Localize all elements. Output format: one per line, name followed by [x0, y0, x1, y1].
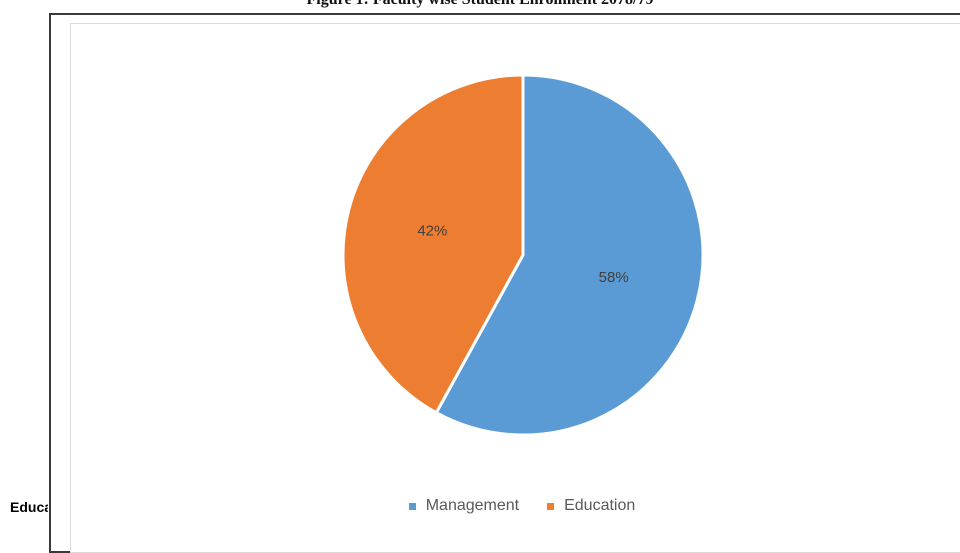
legend-swatch-education [547, 502, 555, 510]
legend-label-education: Education [564, 497, 636, 514]
pie-data-label-education: 42% [417, 223, 447, 240]
pie-slice-education [341, 73, 525, 415]
figure-caption: Figure 1: Faculty wise Student Enrollmen… [0, 0, 960, 9]
legend-item-management: Management [408, 497, 520, 515]
legend-swatch-management [408, 502, 416, 510]
legend-item-education: Education [547, 497, 635, 515]
pie-chart: 58% 42% [341, 73, 705, 437]
truncated-side-text: Education [10, 499, 48, 515]
legend-label-management: Management [425, 497, 520, 514]
pie-data-label-management: 58% [599, 269, 629, 286]
pie-slice-management [434, 73, 705, 437]
chart-legend: Management Education [0, 497, 960, 515]
